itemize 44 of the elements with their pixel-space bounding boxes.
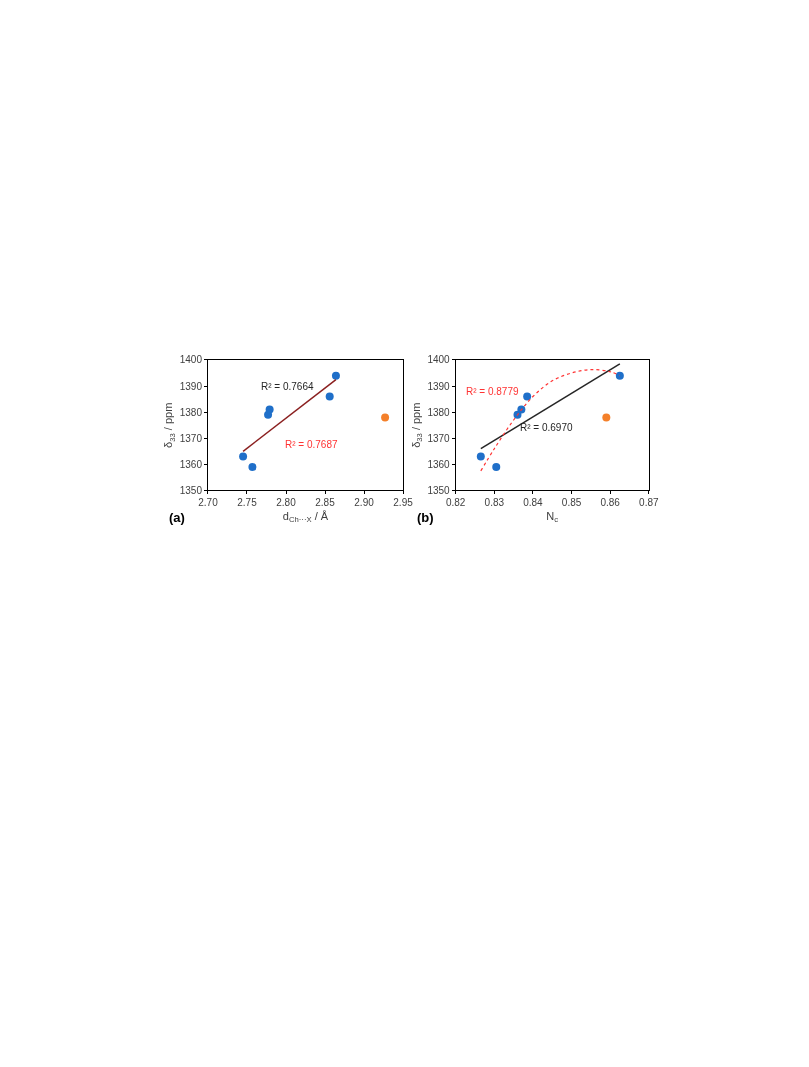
text: (a) (169, 510, 185, 525)
y-tick-label: 1400 (427, 354, 451, 366)
y-tick-label: 1390 (179, 380, 203, 392)
x-tick-label: 0.86 (600, 497, 621, 509)
y-tick-label: 1370 (427, 432, 451, 444)
y-tick-label: 1360 (179, 458, 203, 470)
annotation: R² = 0.7664 (261, 381, 314, 392)
x-tick-label: 0.82 (445, 497, 466, 509)
x-axis-title: d$_{Ch···X}$ / Å (282, 509, 329, 524)
point (331, 371, 340, 380)
point (523, 392, 532, 401)
x-tick-label: 2.95 (393, 497, 414, 509)
annotation: R² = 0.7687 (285, 439, 338, 450)
point (492, 462, 501, 471)
y-tick-label: 1370 (179, 432, 203, 444)
x-tick-label: 2.70 (198, 497, 219, 509)
x-tick-label: 0.85 (561, 497, 582, 509)
point (615, 371, 624, 380)
x-tick-label: 2.90 (354, 497, 375, 509)
point (517, 405, 526, 414)
x-axis-title: N$_{c}$ (546, 509, 559, 524)
y-tick-label: 1350 (179, 484, 203, 496)
text: (b) (417, 510, 434, 525)
y-tick-label: 1390 (427, 380, 451, 392)
y-tick-label: 1350 (427, 484, 451, 496)
x-tick-label: 2.80 (276, 497, 297, 509)
y-tick-label: 1360 (427, 458, 451, 470)
point (476, 452, 485, 461)
point (248, 462, 257, 471)
y-tick-label: 1400 (179, 354, 203, 366)
point (325, 392, 334, 401)
point (239, 452, 248, 461)
x-tick-label: 0.84 (523, 497, 544, 509)
y-tick-label: 1380 (427, 406, 451, 418)
x-tick-label: 2.85 (315, 497, 336, 509)
x-tick-label: 0.87 (639, 497, 659, 509)
annotation: R² = 0.6970 (520, 422, 573, 433)
x-tick-label: 2.75 (237, 497, 258, 509)
y-tick-label: 1380 (179, 406, 203, 418)
point (381, 413, 390, 422)
x-tick-label: 0.83 (484, 497, 505, 509)
point (602, 413, 611, 422)
annotation: R² = 0.8779 (466, 386, 519, 397)
point (265, 405, 274, 414)
